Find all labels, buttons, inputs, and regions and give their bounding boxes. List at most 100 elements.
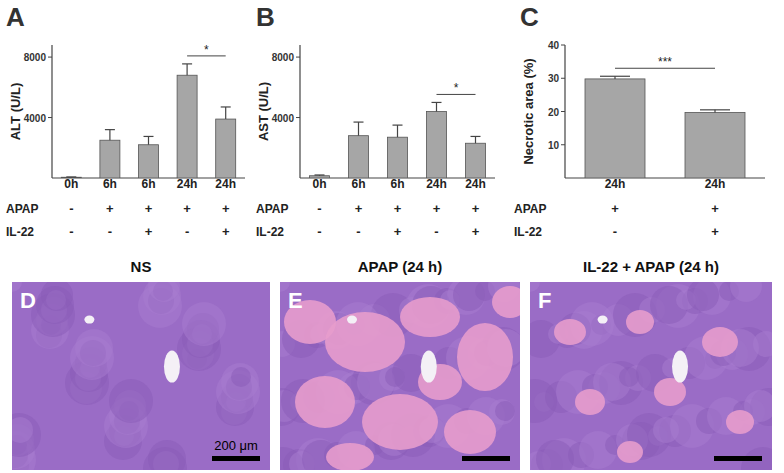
y-tick-label: 4000 [24, 113, 47, 124]
panel-letter: D [20, 288, 36, 313]
necrotic-area [457, 323, 513, 391]
condition-sign: + [611, 201, 619, 216]
texture [530, 379, 557, 423]
marks [310, 102, 486, 178]
texture [536, 440, 574, 470]
y-tick [296, 117, 300, 118]
texture [221, 363, 259, 401]
condition-sign: + [711, 224, 719, 239]
necrotic-area [726, 410, 754, 434]
figure: AALT (U/L)400080000h6h6h24h24hAPAP-++++I… [0, 0, 784, 473]
texture [148, 440, 186, 470]
significance-label: * [204, 43, 209, 57]
texture [687, 282, 719, 311]
condition-sign: - [613, 224, 617, 239]
texture [619, 367, 639, 387]
condition-sign: + [222, 224, 230, 239]
necrotic-area [325, 312, 405, 372]
y-tick [561, 111, 565, 112]
necrotic-area [295, 376, 355, 428]
condition-sign: + [222, 201, 230, 216]
bar [388, 137, 408, 178]
scale-bar-label: 200 μm [214, 438, 258, 453]
necrotic-area [554, 319, 586, 345]
tissue [12, 282, 270, 470]
y-tick [48, 117, 52, 118]
x-tick-label: 24h [705, 177, 726, 191]
y-tick [296, 57, 300, 58]
error-cap [221, 106, 231, 107]
significance-label: *** [658, 55, 672, 69]
error-cap [600, 76, 630, 77]
error-stem [475, 136, 476, 143]
x-tick-label: 24h [215, 177, 236, 191]
error-cap [315, 174, 325, 175]
texture [109, 379, 153, 423]
x-tick-label: 0h [64, 177, 78, 191]
vessel [347, 316, 357, 324]
bar [177, 75, 197, 178]
texture [231, 367, 251, 387]
condition-sign: + [433, 201, 441, 216]
texture [12, 413, 41, 457]
panel-title: APAP (24 h) [358, 258, 442, 275]
condition-label: IL-22 [514, 225, 542, 239]
condition-sign: - [434, 224, 438, 239]
y-tick [48, 57, 52, 58]
texture [653, 417, 679, 443]
error-stem [187, 64, 188, 75]
error-stem [436, 102, 437, 111]
error-stem [148, 136, 149, 144]
panel-title: IL-22 + APAP (24 h) [583, 258, 719, 275]
error-bar [354, 122, 364, 136]
condition-sign: + [472, 201, 480, 216]
bar [139, 145, 159, 178]
y-tick-label: 20 [548, 107, 560, 118]
bar [427, 112, 447, 179]
chart-panel: AALT (U/L)400080000h6h6h24h24hAPAP-++++I… [6, 2, 245, 239]
panel-letter: F [538, 288, 551, 313]
condition-sign: + [711, 201, 719, 216]
necrotic-area [617, 441, 643, 463]
y-axis-line [299, 45, 300, 178]
texture [12, 417, 33, 443]
condition-sign: + [394, 224, 402, 239]
panel-letter: A [6, 2, 25, 32]
condition-sign: - [69, 201, 73, 216]
vessel [598, 316, 608, 324]
error-cap [471, 136, 481, 137]
texture [730, 282, 762, 302]
chart-panel: BAST (U/L)400080000h6h6h24h24hAPAP-++++I… [256, 2, 495, 239]
condition-sign: - [317, 224, 321, 239]
condition-sign: + [145, 224, 153, 239]
y-tick [561, 78, 565, 79]
condition-label: APAP [514, 202, 546, 216]
necrotic-area [626, 310, 654, 334]
condition-sign: - [185, 224, 189, 239]
condition-sign: + [355, 201, 363, 216]
scale-bar [462, 456, 510, 461]
x-tick-label: 6h [390, 177, 404, 191]
condition-sign: + [145, 201, 153, 216]
bar [585, 79, 645, 178]
vessel [164, 351, 180, 383]
condition-label: IL-22 [6, 225, 34, 239]
x-tick-label: 24h [605, 177, 626, 191]
condition-sign: + [106, 201, 114, 216]
x-tick-label: 6h [351, 177, 365, 191]
error-stem [358, 122, 359, 136]
texture [495, 401, 515, 421]
necrotic-area [400, 297, 460, 337]
error-bar [105, 130, 115, 141]
necrotic-area [492, 286, 520, 318]
error-cap [393, 125, 403, 126]
error-cap [105, 129, 115, 130]
texture [182, 302, 226, 346]
marks [61, 64, 235, 178]
micrograph [530, 282, 772, 470]
error-bar [221, 107, 231, 119]
marks [585, 76, 745, 178]
error-cap [182, 63, 192, 64]
y-tick-label: 10 [548, 140, 560, 151]
panel-letter: E [288, 288, 303, 313]
